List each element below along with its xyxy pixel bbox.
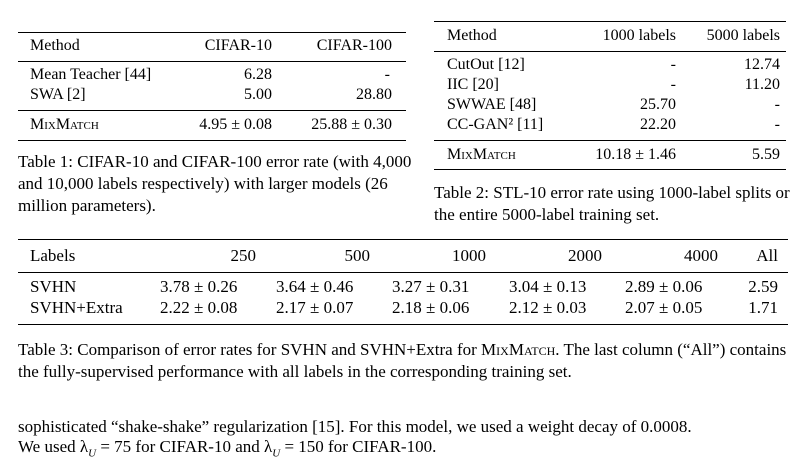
table-2-header-1000: 1000 labels — [602, 27, 676, 44]
table-cell: 1.71 — [748, 298, 778, 317]
table-cell: 3.78 ± 0.26 — [160, 277, 238, 296]
table-cell: 2.12 ± 0.03 — [509, 298, 587, 317]
table-1-mixmatch-c100: 25.88 ± 0.30 — [311, 116, 392, 133]
table-2-mixmatch-method: MixMatch — [447, 146, 516, 163]
table-row: CC-GAN² [11] — [447, 116, 544, 133]
body-line-1: sophisticated “shake-shake” regularizati… — [18, 417, 692, 436]
table-3-header-250: 250 — [230, 246, 257, 265]
table-row: SVHN+Extra — [30, 298, 123, 317]
table-3-caption-mixmatch: MixMatch — [481, 340, 556, 359]
table-1-header-method: Method — [30, 37, 80, 54]
table-cell: 12.74 — [744, 56, 780, 73]
table-cell: - — [670, 56, 676, 73]
table-cell: 3.04 ± 0.13 — [509, 277, 587, 296]
table-cell: 2.89 ± 0.06 — [625, 277, 703, 296]
table-1-bottom-rule — [18, 140, 406, 142]
table-3-caption-post: . The last column (“All”) contains the f… — [18, 340, 787, 381]
table-2-mixmatch-1000: 10.18 ± 1.46 — [595, 146, 676, 163]
table-3-bottom-rule — [18, 324, 788, 326]
table-2-caption: Table 2: STL-10 error rate using 1000-la… — [434, 183, 790, 224]
table-3-header-2000: 2000 — [568, 246, 602, 265]
table-row: SWWAE [48] — [447, 96, 537, 113]
body-line-2-part-b: = 75 for CIFAR-10 and λ — [96, 437, 273, 456]
table-row: CutOut [12] — [447, 56, 525, 73]
table-cell: - — [670, 76, 676, 93]
table-3-top-rule — [18, 239, 788, 241]
table-2-header-5000: 5000 labels — [706, 27, 780, 44]
table-cell: 22.20 — [640, 116, 676, 133]
table-2-mixmatch-5000: 5.59 — [752, 146, 780, 163]
table-cell: 6.28 — [244, 66, 272, 83]
table-cell: 2.07 ± 0.05 — [625, 298, 703, 317]
table-1-mid-rule-2 — [18, 110, 406, 111]
table-cell: 2.18 ± 0.06 — [392, 298, 470, 317]
table-3-header-all: All — [756, 246, 778, 265]
table-1-caption: Table 1: CIFAR-10 and CIFAR-100 error ra… — [18, 152, 412, 215]
table-1-header-cifar100: CIFAR-100 — [316, 37, 392, 54]
table-1-top-rule — [18, 32, 406, 34]
table-cell: 3.64 ± 0.46 — [276, 277, 354, 296]
table-cell: 3.27 ± 0.31 — [392, 277, 470, 296]
table-cell: 2.17 ± 0.07 — [276, 298, 354, 317]
table-2-mid-rule — [434, 51, 786, 52]
table-row: SVHN — [30, 277, 77, 296]
table-cell: 28.80 — [356, 86, 392, 103]
body-line-2: We used λU = 75 for CIFAR-10 and λU = 15… — [18, 436, 436, 464]
table-cell: 25.70 — [640, 96, 676, 113]
table-cell: 2.59 — [748, 277, 778, 296]
table-cell: 11.20 — [744, 76, 780, 93]
table-row: IIC [20] — [447, 76, 499, 93]
table-cell: - — [384, 66, 390, 83]
table-2-top-rule — [434, 21, 786, 23]
table-2-header-method: Method — [447, 27, 497, 44]
table-row: Mean Teacher [44] — [30, 66, 152, 83]
table-cell: 5.00 — [244, 86, 272, 103]
table-cell: - — [774, 116, 780, 133]
table-row: SWA [2] — [30, 86, 86, 103]
table-3-header-500: 500 — [344, 246, 371, 265]
lambda-subscript-2: U — [272, 447, 281, 460]
table-1-mixmatch-c10: 4.95 ± 0.08 — [199, 116, 272, 133]
table-1-mid-rule — [18, 61, 406, 62]
table-cell: 2.22 ± 0.08 — [160, 298, 238, 317]
body-line-2-part-a: We used λ — [18, 437, 89, 456]
table-3-header-1000: 1000 — [452, 246, 486, 265]
table-2-mid-rule-2 — [434, 140, 786, 141]
table-3-caption: Table 3: Comparison of error rates for S… — [18, 339, 794, 383]
table-1-mixmatch-method: MixMatch — [30, 116, 99, 133]
table-cell: - — [774, 96, 780, 113]
table-3-caption-pre: Table 3: Comparison of error rates for S… — [18, 340, 482, 359]
table-3-header-labels: Labels — [30, 246, 76, 265]
table-3-header-4000: 4000 — [684, 246, 718, 265]
body-line-2-part-c: = 150 for CIFAR-100. — [280, 437, 437, 456]
table-3-mid-rule — [18, 272, 788, 273]
lambda-subscript-1: U — [88, 447, 97, 460]
table-1-header-cifar10: CIFAR-10 — [204, 37, 272, 54]
table-2-bottom-rule — [434, 169, 786, 171]
